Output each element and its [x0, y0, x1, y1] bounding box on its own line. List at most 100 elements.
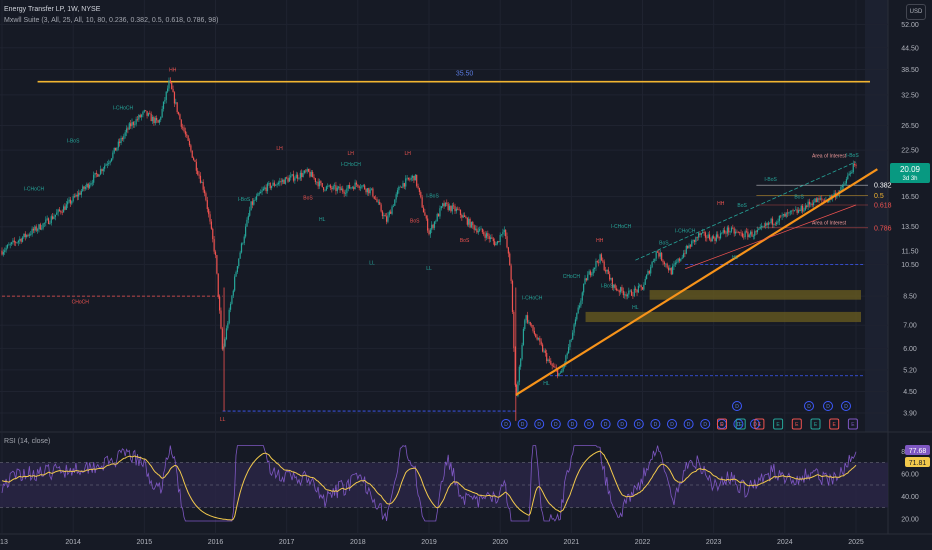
candle	[613, 284, 615, 292]
candle-body	[238, 258, 240, 267]
structure-label: LH	[404, 151, 411, 157]
candle	[636, 289, 638, 297]
candle-body	[396, 190, 399, 195]
candle	[251, 198, 254, 209]
candle	[574, 316, 577, 327]
candle	[39, 222, 41, 230]
candle-body	[771, 218, 774, 225]
candle-body	[843, 185, 845, 186]
candle	[106, 161, 108, 169]
candle	[422, 205, 425, 213]
candle	[533, 327, 535, 336]
candle	[262, 186, 265, 192]
candle-body	[803, 210, 805, 212]
candle	[288, 174, 291, 182]
candle	[9, 242, 11, 249]
candle	[511, 279, 514, 315]
candle-body	[595, 261, 597, 268]
candle-body	[177, 112, 180, 115]
candle	[284, 177, 286, 185]
candle	[793, 210, 796, 212]
candle	[688, 243, 690, 249]
indicator-legend[interactable]: Mxwll Suite (3, All, 25, All, 10, 80, 0.…	[4, 17, 219, 24]
candle	[318, 178, 321, 189]
candle-body	[401, 186, 403, 188]
candle	[485, 231, 488, 241]
candle	[184, 127, 186, 138]
candle-body	[548, 359, 551, 361]
demand-zones	[585, 290, 861, 323]
area-of-interest-label: Area of Interest	[812, 220, 847, 226]
candle	[336, 185, 338, 194]
candle-body	[722, 230, 724, 233]
candle-body	[743, 236, 745, 238]
candle	[459, 209, 462, 219]
candle-body	[333, 185, 336, 187]
candle	[271, 185, 273, 191]
candle	[173, 91, 176, 108]
candle	[240, 242, 243, 254]
candle-body	[833, 193, 835, 196]
candle	[812, 199, 815, 208]
horizontal-levels: 35.50	[2, 71, 870, 412]
rsi-legend[interactable]: RSI (14, close)	[4, 438, 51, 445]
candle	[791, 210, 793, 215]
candle-body	[760, 226, 763, 227]
candle-body	[714, 238, 716, 241]
candle	[342, 185, 344, 194]
candle	[405, 175, 407, 190]
candle	[58, 206, 61, 212]
candle	[320, 180, 322, 186]
candle-body	[584, 278, 586, 284]
currency-button[interactable]: USD	[906, 4, 926, 20]
candle	[500, 234, 503, 237]
candle-body	[279, 181, 281, 183]
candle	[734, 228, 737, 236]
candle-body	[810, 203, 812, 205]
candle	[313, 174, 315, 180]
candle	[114, 147, 117, 151]
candle	[12, 238, 14, 245]
candle	[847, 172, 849, 181]
candle	[372, 187, 374, 198]
candle	[62, 204, 65, 213]
candle-body	[629, 290, 631, 292]
candle	[633, 285, 635, 298]
candle-body	[138, 115, 140, 120]
candle	[591, 272, 593, 277]
candle-body	[603, 261, 605, 271]
candle	[325, 185, 327, 192]
candle-body	[734, 231, 737, 234]
candle-body	[748, 234, 750, 238]
marker-top-label: D	[807, 404, 811, 410]
candle-body	[632, 295, 634, 297]
candle-body	[395, 194, 397, 200]
candle	[687, 245, 689, 250]
candle	[257, 192, 259, 197]
structure-label: I-CHoCH	[341, 162, 362, 168]
candle	[82, 184, 84, 192]
candle	[557, 369, 559, 379]
marker-d	[584, 419, 594, 429]
candle	[469, 217, 471, 229]
candle	[528, 319, 530, 325]
candle-body	[273, 182, 275, 186]
candle-body	[855, 164, 857, 166]
candle	[358, 185, 360, 191]
candle	[121, 136, 124, 142]
candle-body	[112, 152, 114, 159]
candle	[117, 138, 119, 151]
symbol-title[interactable]: Energy Transfer LP, 1W, NYSE	[4, 6, 101, 13]
candle-body	[841, 185, 843, 188]
candle-body	[23, 233, 25, 238]
marker-d	[617, 419, 628, 429]
marker-d-label: D	[670, 422, 674, 428]
candle	[585, 277, 587, 282]
candle	[229, 301, 232, 313]
price-pane[interactable]	[0, 0, 888, 432]
candle-body	[567, 347, 570, 354]
candle-body	[780, 215, 782, 217]
candle-body	[765, 223, 767, 227]
candle-body	[329, 185, 332, 188]
